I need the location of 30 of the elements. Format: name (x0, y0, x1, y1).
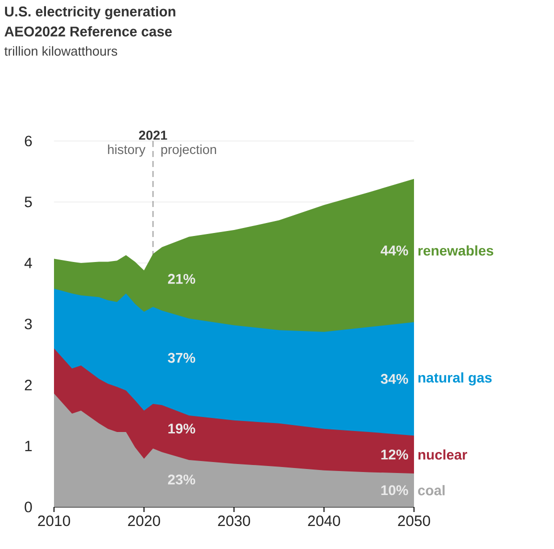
x-tick-label: 2040 (308, 516, 340, 526)
y-tick-label: 2 (24, 380, 32, 390)
text: trillion kilowatthours (4, 46, 118, 56)
x-tick-label: 2020 (128, 516, 160, 526)
y-tick-label: 3 (24, 318, 32, 330)
annotation: projection (161, 144, 216, 157)
series-label: coal (418, 485, 445, 496)
x-tick-label: 2030 (218, 516, 250, 526)
annotation: history (108, 144, 146, 157)
annotation: 44% (380, 246, 408, 256)
x-tick-label: 2050 (398, 516, 430, 526)
x-tick-label: 2010 (38, 516, 70, 526)
annotation: 19% (168, 424, 196, 434)
series-label: nuclear (418, 449, 468, 460)
series-label: natural gas (418, 372, 492, 386)
series-label: renewables (418, 245, 494, 256)
y-tick-label: 5 (24, 196, 32, 208)
y-tick-label: 1 (25, 440, 32, 452)
annotation: 21% (168, 274, 196, 284)
ref-line-label: 2021 (138, 130, 168, 140)
chart-title: U.S. electricity generation (5, 6, 176, 20)
annotation: 10% (381, 485, 408, 496)
y-tick-label: 0 (24, 502, 32, 512)
y-tick-label: 4 (24, 258, 32, 268)
chart-subtitle: AEO2022 Reference case (4, 26, 172, 36)
y-tick-label: 6 (24, 136, 32, 146)
annotation: 12% (381, 450, 408, 460)
annotation: 37% (168, 352, 196, 363)
annotation: 34% (380, 374, 408, 384)
annotation: 23% (168, 474, 196, 485)
